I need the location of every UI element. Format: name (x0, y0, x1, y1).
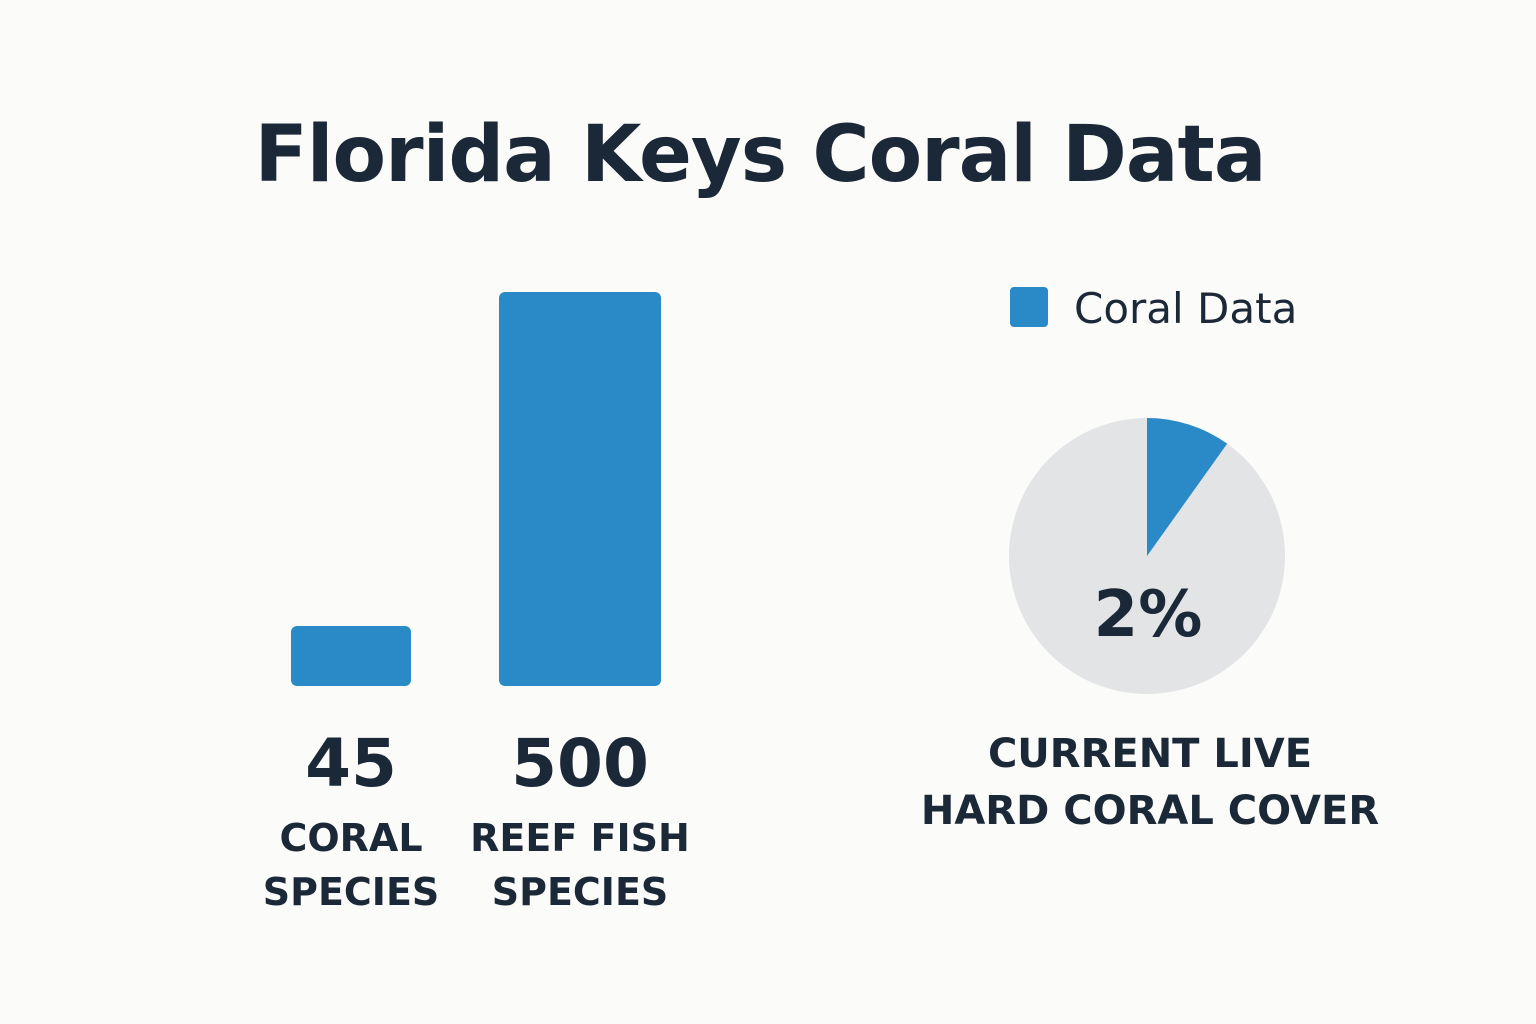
pie-caption-line: CURRENT LIVE (988, 731, 1312, 777)
bar-value-label: 45 (305, 725, 397, 802)
bar-value-label: 500 (511, 725, 649, 802)
pie-slices (1009, 418, 1285, 694)
bar-category-label: REEF FISH (470, 816, 690, 860)
pie-legend: Coral Data (1010, 284, 1297, 333)
bar-chart: 45 CORAL SPECIES 500 REEF FISH SPECIES (263, 292, 690, 914)
legend-swatch (1010, 287, 1048, 327)
legend-label: Coral Data (1074, 284, 1297, 333)
bar-2 (499, 292, 661, 686)
bar-1 (291, 626, 411, 686)
bar-category-label: CORAL (279, 816, 422, 860)
chart-title: Florida Keys Coral Data (254, 110, 1267, 200)
pie-slice-live-coral (1147, 418, 1228, 556)
pie-center-value: 2% (1094, 578, 1203, 652)
pie-chart: Coral Data 2% CURRENT LIVE HARD CORAL COV… (921, 284, 1379, 834)
bar-category-label: SPECIES (263, 870, 440, 914)
bar-category-label: SPECIES (492, 870, 669, 914)
pie-caption-line: HARD CORAL COVER (921, 788, 1379, 834)
pie-caption: CURRENT LIVE HARD CORAL COVER (921, 731, 1379, 834)
